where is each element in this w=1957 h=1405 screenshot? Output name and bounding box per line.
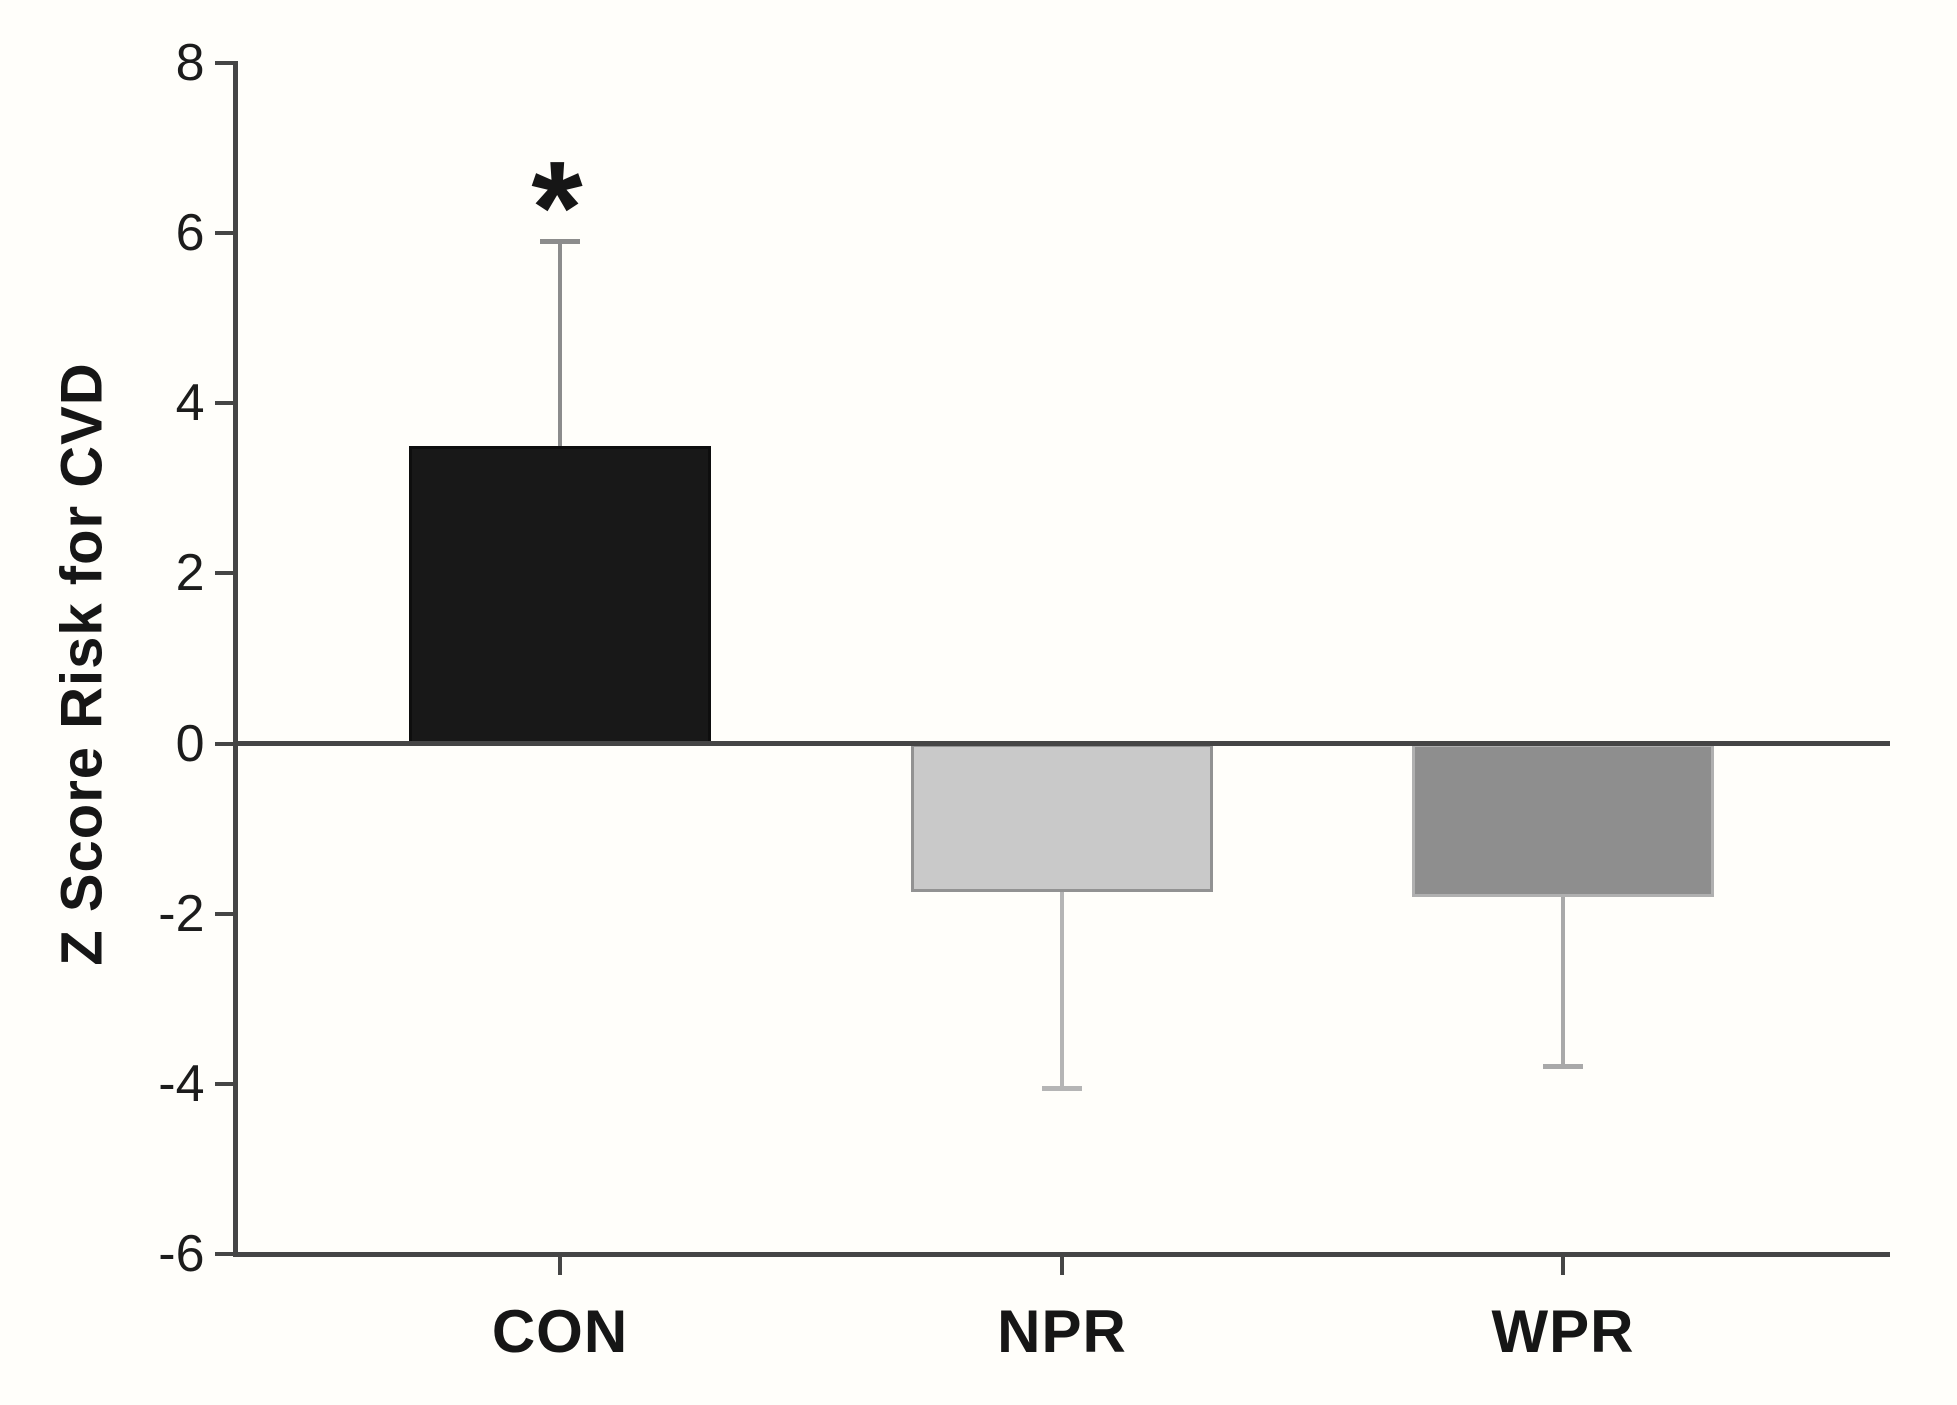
error-bar-line-con bbox=[558, 241, 562, 446]
bar-con bbox=[409, 445, 711, 744]
y-tick-mark bbox=[214, 571, 233, 576]
y-tick-mark bbox=[214, 61, 233, 65]
error-bar-cap-wpr bbox=[1543, 1064, 1583, 1070]
error-bar-line-wpr bbox=[1561, 896, 1565, 1067]
x-category-label-wpr: WPR bbox=[1491, 1298, 1635, 1365]
y-tick-mark bbox=[214, 1081, 233, 1086]
y-tick-label: 0 bbox=[175, 714, 205, 773]
y-tick-label: 4 bbox=[175, 374, 205, 433]
error-bar-line-npr bbox=[1060, 892, 1064, 1089]
y-tick-mark bbox=[214, 741, 233, 746]
x-category-label-con: CON bbox=[491, 1298, 629, 1365]
x-tick-mark bbox=[1561, 1256, 1565, 1275]
error-bar-cap-npr bbox=[1042, 1085, 1082, 1091]
y-tick-mark bbox=[214, 1252, 233, 1256]
x-category-label-npr: NPR bbox=[997, 1298, 1127, 1365]
y-tick-mark bbox=[214, 231, 233, 236]
y-tick-mark bbox=[214, 911, 233, 916]
y-tick-label: 2 bbox=[175, 544, 205, 603]
x-tick-mark bbox=[558, 1256, 562, 1275]
y-tick-label: 8 bbox=[175, 34, 205, 92]
y-tick-label: -2 bbox=[158, 884, 205, 943]
x-axis-line bbox=[233, 1251, 1890, 1257]
zero-line bbox=[233, 741, 1890, 747]
error-bar-cap-con bbox=[540, 239, 580, 245]
x-tick-mark bbox=[1060, 1256, 1064, 1275]
bar-wpr bbox=[1412, 743, 1714, 897]
bar-npr bbox=[911, 743, 1213, 893]
significance-asterisk: * bbox=[531, 133, 583, 281]
y-axis-line bbox=[232, 61, 238, 1257]
y-tick-label: -6 bbox=[158, 1225, 205, 1283]
y-tick-mark bbox=[214, 401, 233, 406]
y-tick-label: 6 bbox=[175, 204, 205, 263]
y-tick-label: -4 bbox=[158, 1054, 205, 1113]
